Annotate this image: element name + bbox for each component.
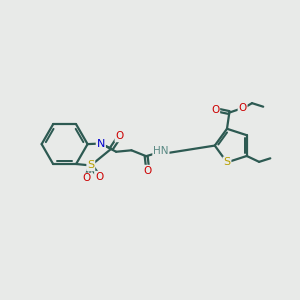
Text: O: O	[116, 131, 124, 141]
Text: O: O	[238, 103, 247, 113]
Text: S: S	[87, 160, 94, 170]
Text: O: O	[82, 173, 91, 183]
Text: O: O	[95, 172, 103, 182]
Text: HN: HN	[153, 146, 169, 156]
Text: N: N	[97, 139, 105, 148]
Text: S: S	[224, 158, 230, 167]
Text: O: O	[143, 166, 152, 176]
Text: O: O	[211, 105, 219, 115]
